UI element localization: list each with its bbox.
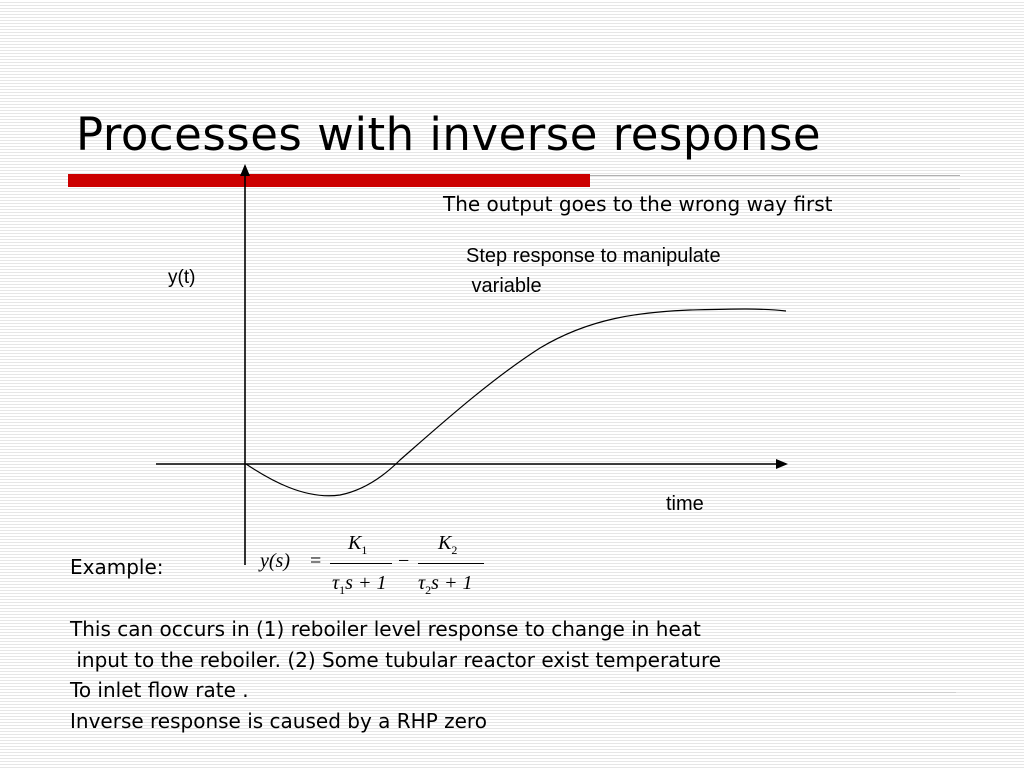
- body-line-1: This can occurs in (1) reboiler level re…: [70, 617, 701, 641]
- eq-equals: =: [310, 550, 322, 572]
- eq-den1-rest: s + 1: [345, 572, 387, 594]
- y-axis-label: y(t): [168, 267, 196, 288]
- caption-line-1: Step response to manipulate: [466, 245, 721, 267]
- eq-fraction-bar-2: [418, 563, 484, 564]
- body-text: This can occurs in (1) reboiler level re…: [70, 614, 721, 736]
- slide-title: Processes with inverse response: [76, 108, 822, 161]
- eq-num1-symbol: K: [348, 532, 362, 554]
- response-curve: [245, 308, 787, 497]
- eq-den2-subscript: 2: [425, 583, 432, 597]
- body-line-4: Inverse response is caused by a RHP zero: [70, 708, 487, 733]
- title-divider-line-lower: [590, 188, 960, 189]
- eq-den2-symbol: τ: [418, 572, 426, 594]
- title-divider-line: [590, 175, 960, 176]
- eq-den2-rest: s + 1: [431, 572, 473, 594]
- wrong-way-note: The output goes to the wrong way first: [443, 192, 833, 216]
- eq-den1: τ1s + 1: [332, 572, 386, 598]
- eq-num2-subscript: 2: [451, 543, 458, 557]
- transfer-function-equation: y(s) = K1 τ1s + 1 − K2 τ2s + 1: [258, 530, 498, 600]
- eq-lhs: y(s): [260, 550, 290, 572]
- eq-num1-subscript: 1: [361, 543, 368, 557]
- eq-den2: τ2s + 1: [418, 572, 472, 598]
- eq-den1-subscript: 1: [339, 583, 346, 597]
- eq-fraction-bar-1: [330, 563, 392, 564]
- eq-num2-symbol: K: [438, 532, 452, 554]
- body-line-2: input to the reboiler. (2) Some tubular …: [70, 647, 722, 672]
- bottom-divider-line: [620, 692, 956, 693]
- body-line-3: To inlet flow rate .: [70, 678, 249, 702]
- eq-den1-symbol: τ: [332, 572, 340, 594]
- example-label: Example:: [70, 555, 164, 579]
- eq-num2: K2: [438, 532, 457, 558]
- eq-minus: −: [398, 550, 410, 572]
- eq-num1: K1: [348, 532, 367, 558]
- x-axis-label: time: [666, 493, 704, 515]
- step-response-caption: Step response to manipulate variable: [466, 241, 721, 301]
- caption-line-2: variable: [466, 275, 542, 297]
- title-accent-bar: [68, 174, 590, 187]
